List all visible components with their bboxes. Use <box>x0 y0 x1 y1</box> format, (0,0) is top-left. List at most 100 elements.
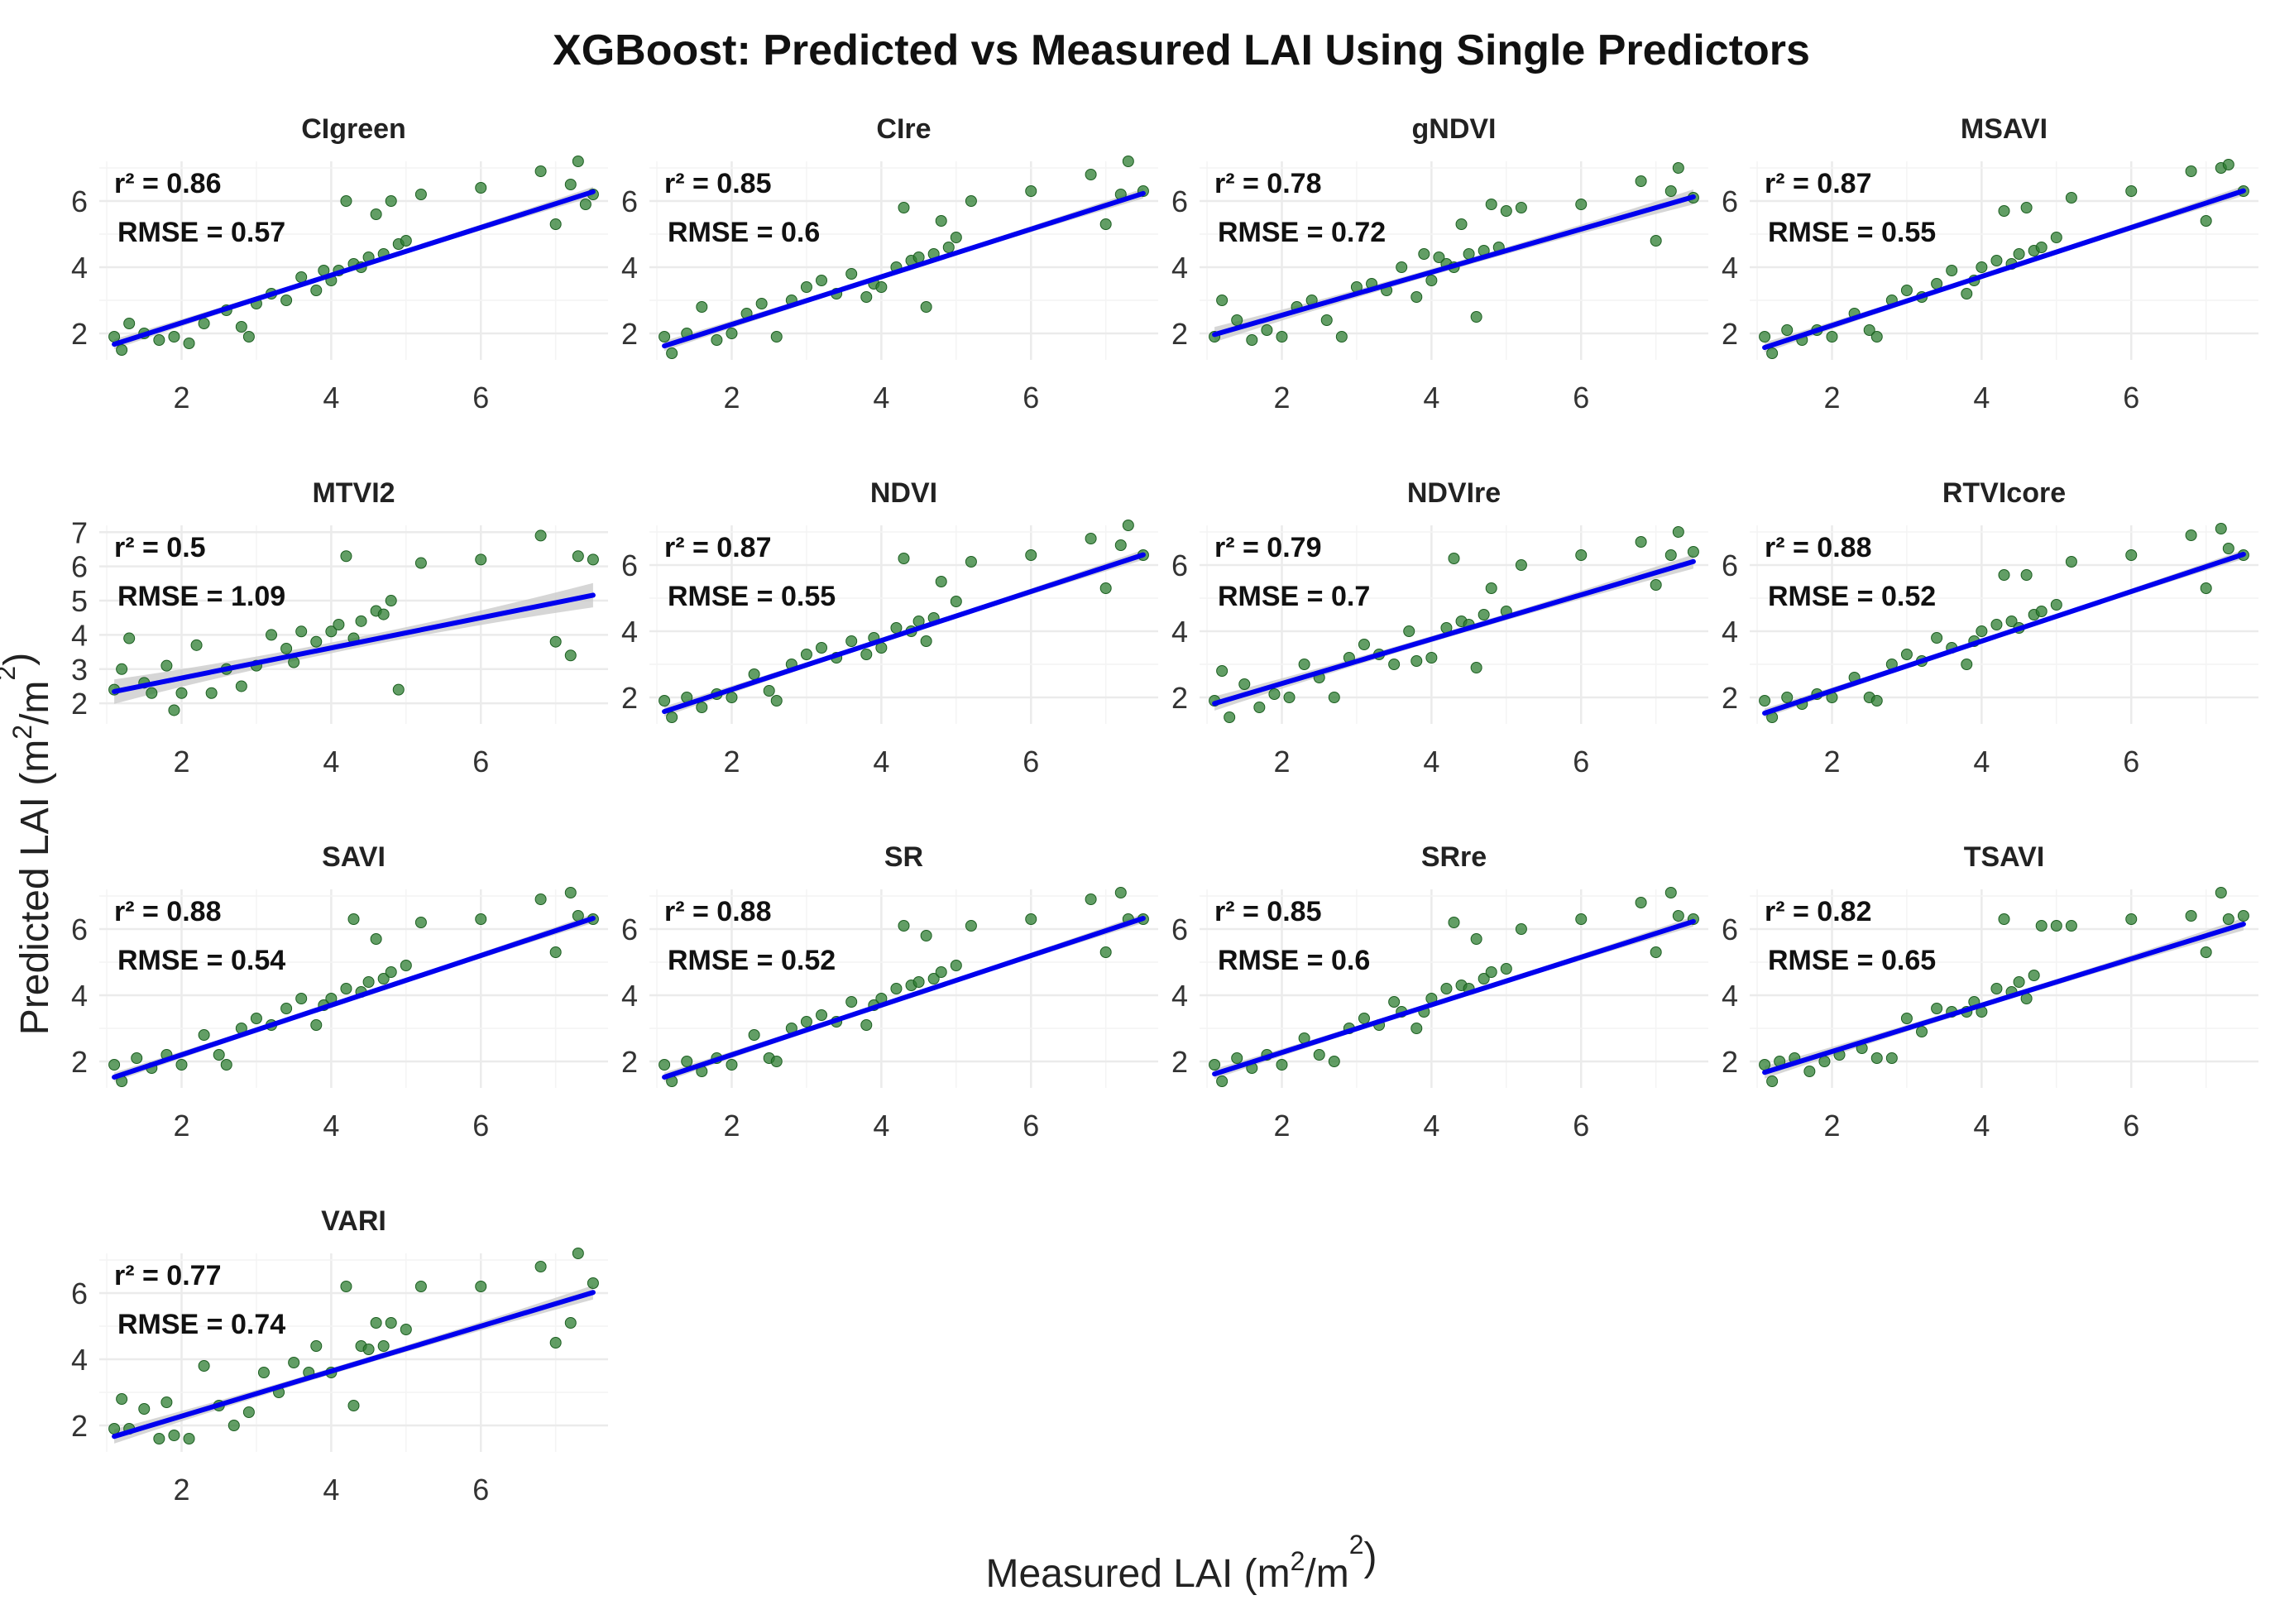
panel-title: MTVI2 <box>312 477 395 509</box>
data-point <box>1803 1066 1816 1077</box>
data-point <box>572 550 584 563</box>
data-point <box>2050 599 2062 611</box>
data-point <box>549 1337 562 1349</box>
panel-msavi: MSAVI 2 4 6 2 4 6 r² = 0.87 RMSE = 0.55 <box>1722 113 2258 414</box>
data-point <box>927 973 940 984</box>
data-point <box>475 1281 487 1292</box>
data-point <box>400 1324 412 1335</box>
x-tick-label: 6 <box>472 745 489 778</box>
data-point <box>942 242 955 253</box>
data-point <box>153 334 165 346</box>
data-point <box>385 195 397 207</box>
data-point <box>681 1056 693 1067</box>
data-point <box>1976 261 1988 273</box>
y-tick-label: 4 <box>621 979 638 1013</box>
data-point <box>950 596 962 607</box>
y-tick-label: 6 <box>621 913 638 946</box>
data-point <box>242 1406 255 1418</box>
data-point <box>175 687 188 699</box>
data-point <box>1946 265 1958 276</box>
data-point <box>1485 582 1497 594</box>
data-point <box>1448 553 1460 564</box>
axis-titles: Measured LAI (m2/m2) Predicted LAI (m2/m2… <box>0 653 1377 1596</box>
data-point <box>579 199 592 210</box>
chart-title: XGBoost: Predicted vs Measured LAI Using… <box>553 26 1810 74</box>
data-point <box>1635 175 1647 187</box>
data-point <box>1863 324 1875 336</box>
data-point <box>1358 639 1370 650</box>
y-tick-label: 4 <box>1722 615 1738 649</box>
data-point <box>377 973 390 984</box>
panel-vari: VARI 2 4 6 2 4 6 r² = 0.77 RMSE = 0.74 <box>71 1205 608 1507</box>
data-point <box>1025 549 1037 561</box>
y-tick-label: 2 <box>1171 317 1188 351</box>
x-tick-label: 6 <box>1023 1109 1039 1143</box>
tick-labels: 2 4 6 2 4 6 <box>1171 549 1589 778</box>
data-point <box>1216 295 1228 306</box>
data-point <box>1246 334 1258 346</box>
data-point <box>250 1013 262 1024</box>
data-point <box>1224 711 1236 723</box>
regression-line <box>112 1290 596 1440</box>
y-tick-label: 6 <box>1171 184 1188 218</box>
data-point <box>1388 659 1401 670</box>
x-tick-label: 4 <box>1423 1109 1439 1143</box>
rmse-annotation: RMSE = 0.6 <box>668 217 820 248</box>
data-point <box>534 893 547 905</box>
data-point <box>1403 625 1415 637</box>
data-point <box>770 331 783 343</box>
y-tick-label: 4 <box>1171 979 1188 1013</box>
data-point <box>1650 579 1662 591</box>
data-point <box>696 702 708 713</box>
data-point <box>1826 331 1838 343</box>
y-tick-label: 2 <box>71 1045 88 1079</box>
data-point <box>370 1317 382 1329</box>
rmse-annotation: RMSE = 0.65 <box>1768 945 1936 976</box>
x-tick-label: 6 <box>472 1109 489 1143</box>
y-tick-label: 2 <box>1722 1045 1738 1079</box>
data-point <box>912 976 925 988</box>
data-point <box>1998 205 2010 217</box>
x-tick-label: 4 <box>1973 381 1990 414</box>
data-point <box>965 556 977 568</box>
data-point <box>898 920 910 932</box>
data-point <box>168 704 180 716</box>
data-point <box>1515 923 1527 935</box>
x-tick-label: 2 <box>723 745 740 778</box>
regression-line <box>1762 188 2246 351</box>
y-tick-label: 6 <box>1722 184 1738 218</box>
x-tick-label: 2 <box>173 1473 189 1507</box>
data-point <box>845 635 858 647</box>
data-point <box>235 321 247 333</box>
data-point <box>333 619 345 630</box>
x-tick-label: 2 <box>1823 1109 1840 1143</box>
data-point <box>1268 688 1281 700</box>
data-point <box>898 553 910 564</box>
data-point <box>549 635 562 648</box>
rmse-annotation: RMSE = 0.7 <box>1218 581 1370 612</box>
data-point <box>1433 252 1445 263</box>
data-point <box>2222 159 2234 170</box>
rmse-annotation: RMSE = 0.52 <box>668 945 836 976</box>
data-point <box>875 281 888 293</box>
x-tick-label: 4 <box>323 1109 339 1143</box>
data-point <box>564 1317 577 1329</box>
data-point <box>890 622 903 634</box>
data-point <box>1085 533 1097 544</box>
y-tick-label: 2 <box>1722 681 1738 715</box>
x-tick-label: 6 <box>1573 1109 1589 1143</box>
data-point <box>2050 232 2062 243</box>
data-point <box>800 649 812 660</box>
data-point <box>198 318 210 329</box>
panel-title: CIre <box>876 113 931 145</box>
data-point <box>310 1340 323 1352</box>
data-point <box>123 318 136 329</box>
data-point <box>2035 242 2048 253</box>
data-point <box>370 933 382 945</box>
panel-rtvicore: RTVIcore 2 4 6 2 4 6 r² = 0.88 RMSE = 0.52 <box>1722 477 2258 778</box>
regression-line <box>662 190 1146 349</box>
y-tick-label: 2 <box>621 317 638 351</box>
data-point <box>2035 920 2048 932</box>
data-point <box>816 1009 828 1021</box>
